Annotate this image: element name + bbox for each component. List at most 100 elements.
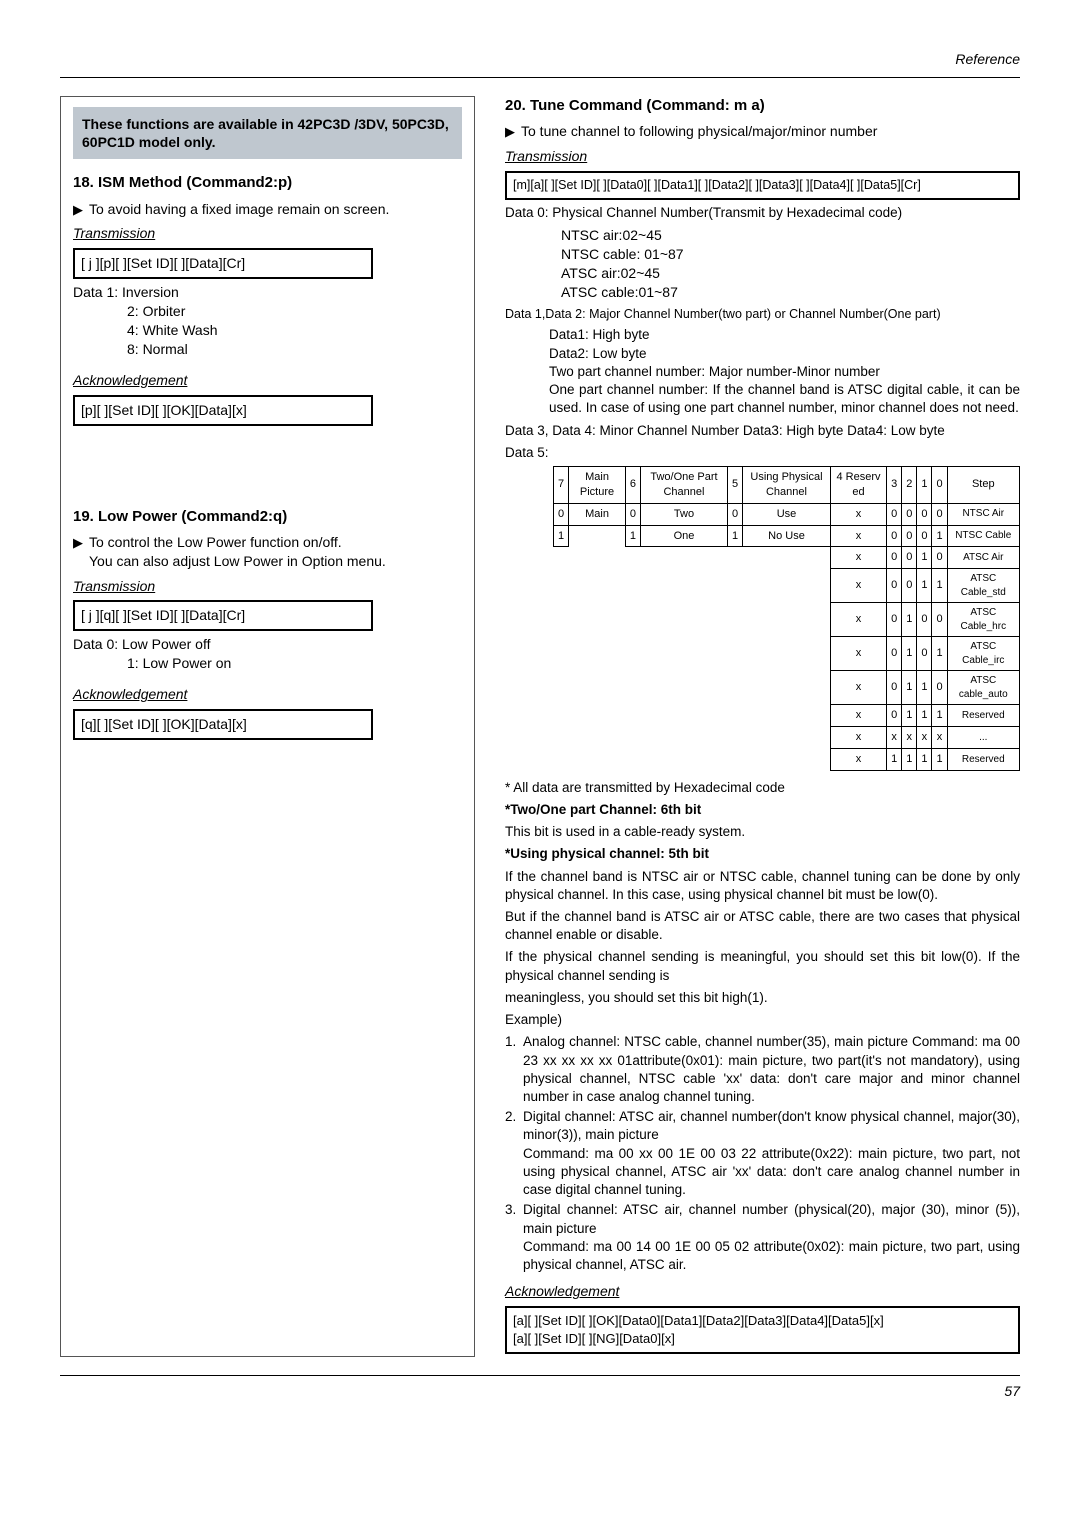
bits-cell: 1 [554,525,569,547]
bits-header-cell: 1 [917,466,932,503]
example-label: Example) [505,1011,1020,1029]
bits-cell: 1 [917,705,932,727]
arrow-icon: ▶ [505,123,515,141]
bits-header-cell: 0 [932,466,947,503]
bits-cell: 1 [932,748,947,770]
transmission-label: Transmission [73,224,155,243]
bits-cell: NTSC Cable [947,525,1019,547]
ack-label: Acknowledgement [73,685,187,704]
bits-cell: 0 [727,503,742,525]
section19-title: 19. Low Power (Command2:q) [73,507,462,527]
section18-title: 18. ISM Method (Command2:p) [73,173,462,193]
bits-cell: Reserved [947,748,1019,770]
bits-cell: 1 [902,637,917,671]
note-hex: * All data are transmitted by Hexadecima… [505,779,1020,797]
transmission-label: Transmission [505,147,587,166]
top-rule [60,77,1020,78]
bits-cell: 0 [917,603,932,637]
bits-header-cell: 7 [554,466,569,503]
bits-cell: No Use [743,525,831,547]
data-header: Data 1: Inversion [73,283,462,302]
bits-cell: 0 [554,503,569,525]
bits-cell: x [830,569,886,603]
section20-desc: ▶ To tune channel to following physical/… [505,122,1020,141]
bits-cell: 0 [902,525,917,547]
section18-desc-text: To avoid having a fixed image remain on … [89,200,389,219]
bits-cell: x [902,727,917,749]
bits-cell: 0 [932,503,947,525]
data0-item: ATSC cable:01~87 [505,283,1020,302]
data12-item: Data2: Low byte [505,345,1020,363]
example-list: 1.Analog channel: NTSC cable, channel nu… [505,1033,1020,1274]
bits-cell: 1 [917,671,932,705]
data5: Data 5: [505,444,1020,462]
bits-cell: 1 [902,671,917,705]
data-item: 1: Low Power on [73,654,462,673]
bits-cell: 0 [887,603,902,637]
left-column: These functions are available in 42PC3D … [60,96,475,1358]
data-list-19: Data 0: Low Power off 1: Low Power on [73,635,462,673]
phys-text4: meaningless, you should set this bit hig… [505,989,1020,1007]
syntax-box: [q][ ][Set ID][ ][OK][Data][x] [73,709,373,740]
bits-header-cell: 5 [727,466,742,503]
bits-cell: x [830,603,886,637]
bits-cell: One [641,525,728,547]
syntax-box: [ j ][p][ ][Set ID][ ][Data][Cr] [73,248,373,279]
section19-desc: ▶ To control the Low Power function on/o… [73,533,462,571]
bits-cell: 1 [887,748,902,770]
bits-cell: x [830,727,886,749]
bits-header-cell: 2 [902,466,917,503]
data0-item: ATSC air:02~45 [505,264,1020,283]
bits-cell: ... [947,727,1019,749]
section19-desc-text: To control the Low Power function on/off… [89,534,342,550]
bits-cell: x [830,748,886,770]
bits-cell: x [932,727,947,749]
arrow-icon: ▶ [73,201,83,219]
bits-cell: 0 [932,603,947,637]
bits-cell: Use [743,503,831,525]
transmission-label: Transmission [73,577,155,596]
bits-header-cell: 6 [625,466,640,503]
example-num: 1. [505,1033,523,1106]
bits-cell: 0 [932,547,947,569]
bits-header-cell: Two/One Part Channel [641,466,728,503]
bits-cell: ATSC Cable_std [947,569,1019,603]
model-note: These functions are available in 42PC3D … [73,107,462,159]
bits-cell: x [830,525,886,547]
bits-cell: x [830,705,886,727]
bits-cell: 1 [902,748,917,770]
bits-cell: 0 [625,503,640,525]
bits-header-cell: Step [947,466,1019,503]
columns: These functions are available in 42PC3D … [60,96,1020,1358]
bits-cell: Main [569,503,626,525]
bits-cell: 1 [932,525,947,547]
ack-line2: [a][ ][Set ID][ ][NG][Data0][x] [513,1331,675,1346]
phys-text2: But if the channel band is ATSC air or A… [505,908,1020,944]
bits-cell: 1 [932,569,947,603]
bits-cell: ATSC cable_auto [947,671,1019,705]
data-item: 4: White Wash [73,321,462,340]
bits-table: 7Main Picture6Two/One Part Channel5Using… [553,466,1020,771]
ack-label: Acknowledgement [73,371,187,390]
reference-label: Reference [60,50,1020,69]
bits-cell: 0 [917,525,932,547]
bits-cell: 0 [932,671,947,705]
bits-cell: 0 [917,637,932,671]
data12-item: One part channel number: If the channel … [505,381,1020,417]
data12-item: Data1: High byte [505,326,1020,344]
ack-line1: [a][ ][Set ID][ ][OK][Data0][Data1][Data… [513,1313,884,1328]
bits-cell: 0 [902,547,917,569]
syntax-box: [m][a][ ][Set ID][ ][Data0][ ][Data1][ ]… [505,171,1020,200]
phys-text3: If the physical channel sending is meani… [505,948,1020,984]
bits-cell: 1 [917,748,932,770]
bits-cell: 1 [917,569,932,603]
bits-cell: 1 [902,705,917,727]
arrow-icon: ▶ [73,534,83,552]
bits-cell: Two [641,503,728,525]
example-num: 2. [505,1108,523,1199]
bits-cell: 1 [917,547,932,569]
data0-item: NTSC air:02~45 [505,226,1020,245]
example-text: Analog channel: NTSC cable, channel numb… [523,1033,1020,1106]
example-text: Digital channel: ATSC air, channel numbe… [523,1108,1020,1199]
bits-cell: 0 [887,503,902,525]
